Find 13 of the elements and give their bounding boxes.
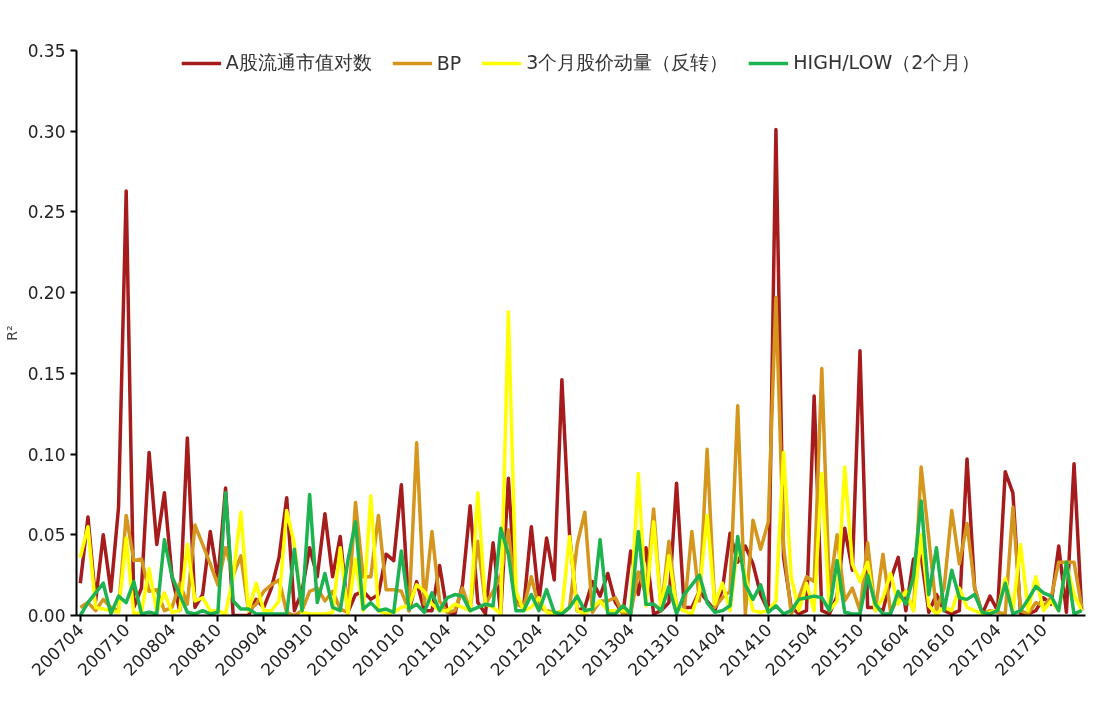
y-tick-label: 0.30 <box>27 121 66 142</box>
y-tick-label: 0.35 <box>27 41 66 61</box>
y-tick-label: 0.00 <box>27 606 66 626</box>
y-tick-label: 0.15 <box>27 363 66 384</box>
legend-label: BP <box>436 52 462 74</box>
y-tick-label: 0.20 <box>27 283 66 304</box>
legend-label: 3个月股价动量（反转） <box>526 50 729 75</box>
y-tick-label: 0.05 <box>27 525 66 546</box>
y-tick-label: 0.10 <box>27 444 66 465</box>
legend-label: A股流通市值对数 <box>225 50 372 75</box>
y-axis-title: R² <box>3 325 20 341</box>
y-tick-label: 0.25 <box>27 202 66 223</box>
legend-label: HIGH/LOW（2个月） <box>793 50 981 75</box>
